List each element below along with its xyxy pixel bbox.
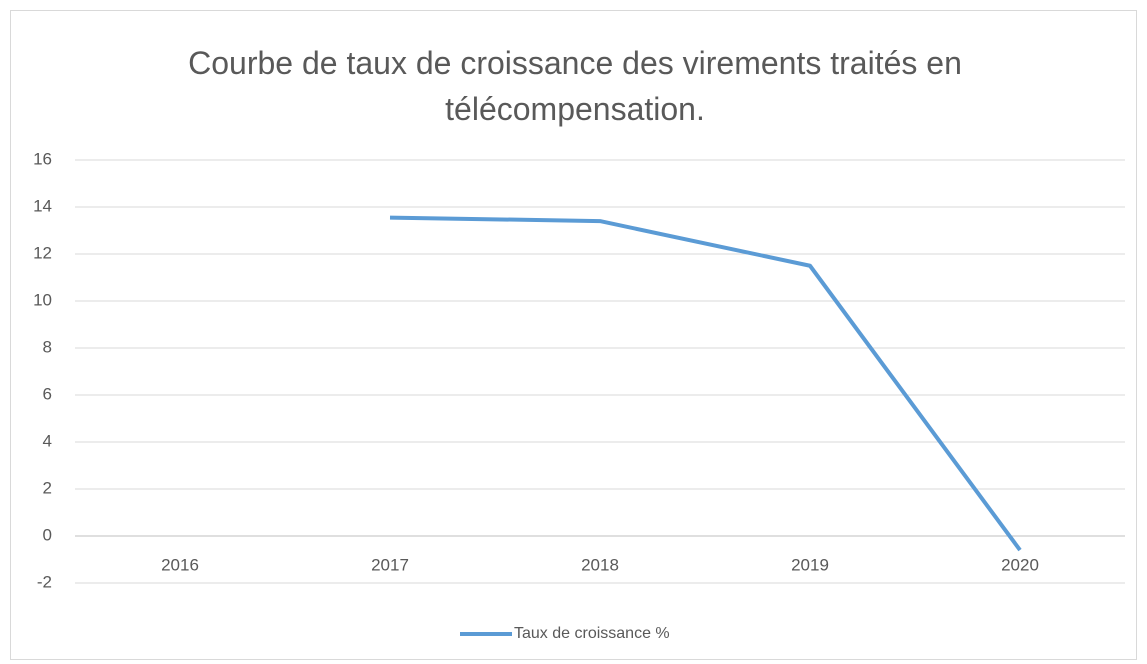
x-tick-label: 2016 — [161, 555, 199, 574]
y-tick-label: 16 — [33, 149, 52, 168]
y-tick-label: 8 — [43, 337, 52, 356]
x-tick-label: 2019 — [791, 555, 829, 574]
x-tick-label: 2020 — [1001, 555, 1039, 574]
chart-frame — [10, 10, 1137, 660]
x-tick-label: 2018 — [581, 555, 619, 574]
x-tick-label: 2017 — [371, 555, 409, 574]
y-tick-label: 14 — [33, 196, 52, 215]
y-tick-label: 0 — [43, 525, 52, 544]
y-tick-label: 12 — [33, 243, 52, 262]
legend-label: Taux de croissance % — [514, 625, 670, 642]
y-tick-label: 10 — [33, 290, 52, 309]
data-line — [389, 215, 1022, 552]
y-tick-label: -2 — [37, 572, 52, 591]
y-tick-label: 4 — [43, 431, 52, 450]
y-tick-label: 2 — [43, 478, 52, 497]
chart-title: Courbe de taux de croissance des viremen… — [188, 45, 962, 127]
y-tick-label: 6 — [43, 384, 52, 403]
